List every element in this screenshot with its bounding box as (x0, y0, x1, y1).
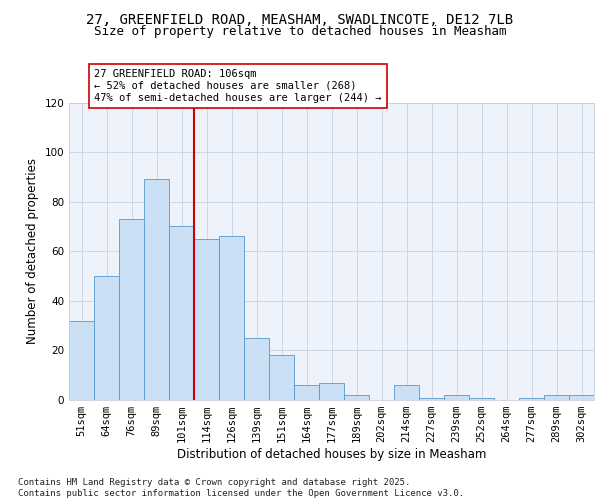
Bar (394, 385, 419, 400)
Text: Contains HM Land Registry data © Crown copyright and database right 2025.
Contai: Contains HM Land Registry data © Crown c… (18, 478, 464, 498)
Bar (344, 395, 369, 400)
Bar (569, 395, 594, 400)
Bar (319, 382, 344, 400)
Bar (144, 180, 169, 400)
Bar (444, 395, 469, 400)
Bar (219, 236, 244, 400)
Bar (169, 226, 194, 400)
Text: 27, GREENFIELD ROAD, MEASHAM, SWADLINCOTE, DE12 7LB: 27, GREENFIELD ROAD, MEASHAM, SWADLINCOT… (86, 12, 514, 26)
Bar (119, 219, 144, 400)
Bar (194, 239, 219, 400)
Bar (94, 276, 119, 400)
Bar (544, 395, 569, 400)
Bar (469, 398, 494, 400)
Text: Size of property relative to detached houses in Measham: Size of property relative to detached ho… (94, 25, 506, 38)
Bar (419, 398, 444, 400)
X-axis label: Distribution of detached houses by size in Measham: Distribution of detached houses by size … (177, 448, 486, 461)
Bar (244, 338, 269, 400)
Text: 27 GREENFIELD ROAD: 106sqm
← 52% of detached houses are smaller (268)
47% of sem: 27 GREENFIELD ROAD: 106sqm ← 52% of deta… (94, 70, 382, 102)
Bar (519, 398, 544, 400)
Bar (294, 385, 319, 400)
Bar (69, 320, 94, 400)
Bar (269, 356, 294, 400)
Y-axis label: Number of detached properties: Number of detached properties (26, 158, 39, 344)
